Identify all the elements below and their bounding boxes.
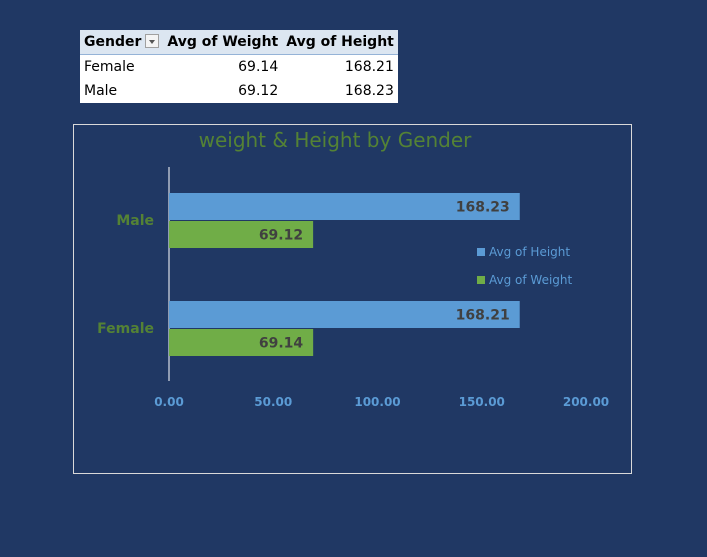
legend-item-weight: Avg of Weight [477,266,572,294]
avg-height-header: Avg of Height [286,34,394,50]
pivot-table: Gender Avg of Weight Avg of Height Femal… [80,30,398,103]
data-label: 168.21 [456,308,510,324]
bar[interactable] [169,221,314,248]
x-tick-label: 150.00 [459,395,505,409]
legend-label-weight: Avg of Weight [489,273,573,287]
category-label: Male [116,213,154,229]
data-label: 69.12 [259,228,303,244]
row-avg-weight: 69.14 [238,59,279,75]
bar[interactable] [169,193,520,220]
chart-area[interactable] [73,124,632,474]
table-row: Female 69.14 168.21 [80,55,398,80]
bar[interactable] [169,301,520,328]
x-tick-label: 100.00 [354,395,400,409]
table-row: Male 69.12 168.23 [80,79,398,103]
legend-swatch-height [477,248,485,256]
data-label: 69.14 [259,336,304,352]
row-avg-height: 168.21 [344,59,394,75]
legend-item-height: Avg of Height [477,238,572,266]
gender-header[interactable]: Gender [80,30,163,55]
legend-swatch-weight [477,276,485,284]
filter-dropdown-icon[interactable] [145,34,160,48]
x-tick-label: 200.00 [563,395,609,409]
chart-title: weight & Height by Gender [198,128,472,152]
chart-legend: Avg of Height Avg of Weight [477,238,572,294]
row-avg-weight: 69.12 [238,83,279,99]
row-avg-height: 168.23 [344,83,394,99]
data-label: 168.23 [456,200,510,216]
pivot-header-row: Gender Avg of Weight Avg of Height [80,30,398,55]
x-tick-label: 50.00 [254,395,292,409]
gender-header-label: Gender [84,34,142,50]
category-label: Female [97,321,154,337]
x-tick-label: 0.00 [154,395,184,409]
row-gender: Female [84,59,135,75]
row-gender: Male [84,83,118,99]
bar[interactable] [169,329,314,356]
avg-weight-header: Avg of Weight [167,34,279,50]
legend-label-height: Avg of Height [489,245,571,259]
